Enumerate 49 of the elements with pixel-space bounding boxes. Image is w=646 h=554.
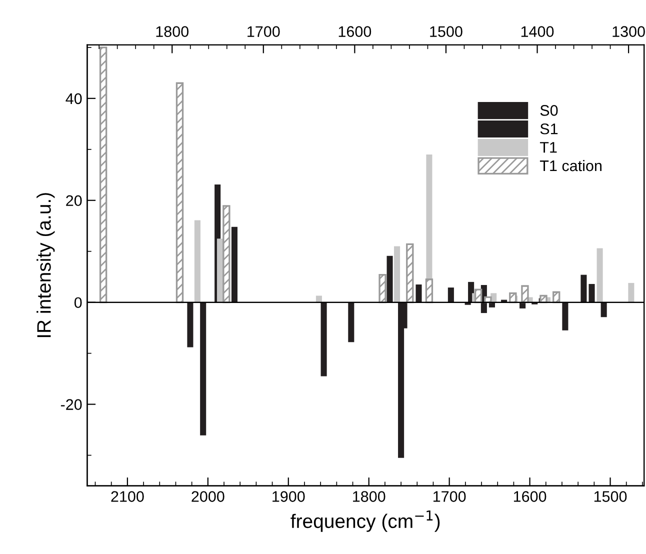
bar	[474, 288, 482, 304]
x-tick-label: 2100	[111, 491, 144, 502]
y-tick-label: 0	[74, 297, 82, 308]
x-tick-label: 1800	[353, 491, 386, 502]
bar	[216, 238, 224, 302]
legend-label: S1	[540, 123, 558, 134]
x-tick-label: 2000	[192, 491, 224, 502]
x-axis-title: frequency (cm$^{−1}$)	[290, 510, 440, 532]
legend-label: S0	[540, 105, 558, 116]
x2-tick-label: 1500	[430, 26, 462, 37]
bar	[600, 302, 607, 318]
bar	[394, 246, 400, 302]
y-axis-title: IR intensity (a.u.)	[36, 193, 55, 338]
x2-tick-label: 1400	[521, 26, 554, 37]
x-tick-label: 1900	[272, 491, 305, 502]
bar	[406, 243, 414, 304]
bar	[99, 46, 108, 304]
bar	[194, 220, 200, 302]
bar	[200, 302, 206, 436]
x2-tick-label: 1600	[338, 26, 372, 37]
x-tick-label: 1500	[594, 491, 627, 502]
bar	[628, 282, 634, 302]
y-tick-label: 20	[66, 195, 82, 206]
legend-label: T1	[540, 142, 557, 153]
x2-tick-label: 1800	[156, 26, 189, 37]
bar	[187, 302, 194, 348]
x-tick-label: 1700	[434, 491, 466, 502]
y-tick-label: -20	[60, 399, 82, 410]
x2-tick-label: 1300	[612, 26, 645, 37]
bar	[348, 302, 354, 342]
bar	[176, 82, 184, 304]
bar	[378, 274, 386, 304]
y-tick-label: 40	[66, 93, 82, 104]
bar	[222, 205, 230, 304]
bar	[596, 248, 603, 302]
bar	[562, 302, 568, 330]
bar	[398, 302, 404, 458]
bar	[588, 284, 595, 302]
bar	[580, 274, 587, 302]
bar	[448, 288, 454, 302]
x2-tick-label: 1700	[248, 26, 280, 37]
bar	[320, 302, 327, 376]
bar	[521, 285, 529, 304]
bar	[386, 256, 393, 302]
legend-label: T1 cation	[540, 160, 602, 172]
bar	[231, 226, 238, 302]
bar	[416, 284, 422, 302]
x-tick-label: 1600	[514, 491, 546, 502]
bar	[425, 278, 434, 304]
